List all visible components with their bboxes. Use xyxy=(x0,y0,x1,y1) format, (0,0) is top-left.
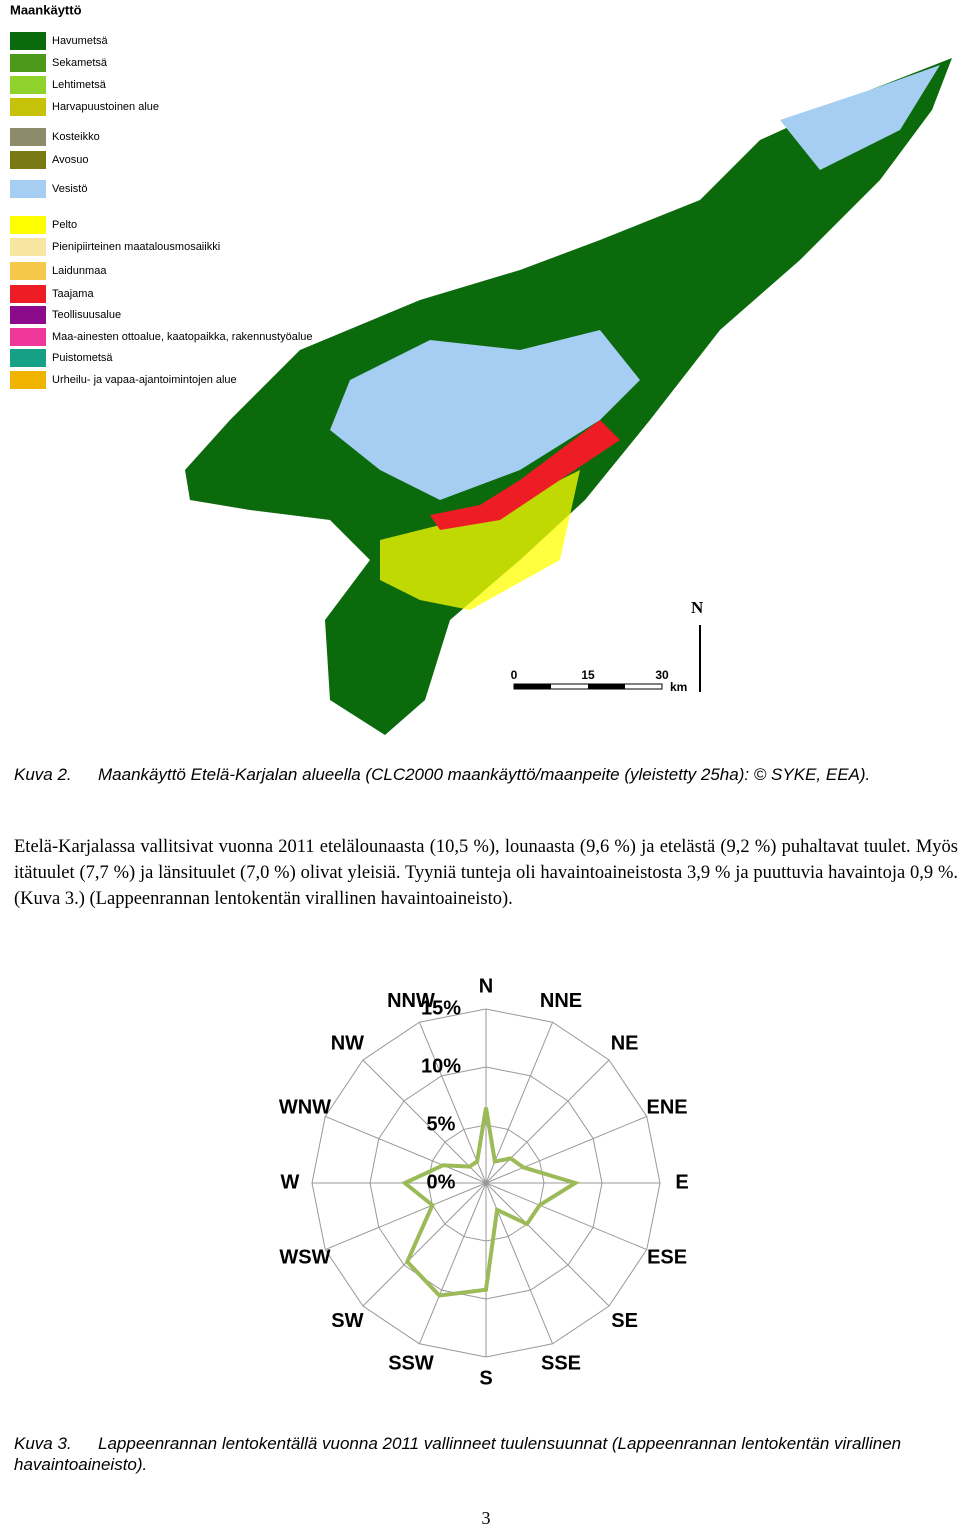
category-label: S xyxy=(479,1367,492,1389)
legend-swatch xyxy=(10,349,46,367)
legend-label: Sekametsä xyxy=(52,57,108,69)
page-number: 3 xyxy=(481,1508,491,1528)
legend-swatch xyxy=(10,328,46,346)
caption: Kuva 3. Lappeenrannan lentokentällä vuonn… xyxy=(14,1433,958,1475)
scale-tick-label: 0 xyxy=(511,668,518,682)
category-label: NW xyxy=(331,1033,364,1055)
r-tick-label: 15% xyxy=(421,997,461,1019)
north-label: N xyxy=(691,598,704,617)
legend-swatch xyxy=(10,262,46,280)
category-label: SSW xyxy=(388,1352,434,1374)
caption-text: Lappeenrannan lentokentällä vuonna 2011 … xyxy=(14,1434,902,1474)
category-label: SE xyxy=(611,1310,638,1332)
legend-label: Teollisuusalue xyxy=(52,309,121,321)
spoke xyxy=(485,1182,610,1307)
scale-unit: km xyxy=(670,680,687,694)
series-line xyxy=(401,1107,581,1298)
caption-label: Kuva 3. xyxy=(14,1434,72,1453)
spoke xyxy=(362,1059,487,1184)
category-label: E xyxy=(675,1171,688,1193)
legend-swatch xyxy=(10,98,46,116)
caption-label: Kuva 2. xyxy=(14,765,72,784)
legend-title: Maankäyttö xyxy=(10,2,82,17)
map-figure: Maankäyttö N km Havumetsä Sekametsä Lehtim… xyxy=(10,2,952,735)
legend-label: Havumetsä xyxy=(52,35,109,47)
scale-tick-label: 15 xyxy=(581,668,595,682)
spoke xyxy=(485,1022,554,1184)
legend-label: Taajama xyxy=(52,288,94,300)
spoke xyxy=(418,1182,487,1344)
spoke xyxy=(485,1182,647,1251)
legend-label: Avosuo xyxy=(52,154,89,166)
category-label: WNW xyxy=(279,1096,331,1118)
legend-label: Vesistö xyxy=(52,183,87,195)
map-urban xyxy=(430,420,620,530)
spoke xyxy=(485,1059,610,1184)
legend-swatch xyxy=(10,76,46,94)
category-label: NE xyxy=(611,1033,639,1055)
legend-label: Kosteikko xyxy=(52,131,100,143)
r-tick-label: 5% xyxy=(427,1113,456,1135)
map-lake xyxy=(780,65,940,170)
category-label: SW xyxy=(331,1310,363,1332)
r-tick-label: 10% xyxy=(421,1055,461,1077)
map-fields xyxy=(380,470,580,610)
legend-label: Laidunmaa xyxy=(52,265,107,277)
legend-label: Harvapuustoinen alue xyxy=(52,101,159,113)
radar-chart: N NNE NE ENE E ESE SE SSE S SSW SW WSW W WNW NW NNW 0% 5%… xyxy=(279,975,689,1389)
legend-label: Pienipiirteinen maatalousmosaiikki xyxy=(52,241,220,253)
scale-bar xyxy=(514,684,551,689)
legend-swatch xyxy=(10,216,46,234)
spoke xyxy=(325,1115,487,1184)
paragraph: Etelä-Karjalassa vallitsivat vuonna 2011… xyxy=(14,837,958,909)
category-label: SSE xyxy=(541,1352,581,1374)
spoke xyxy=(362,1182,487,1307)
category-label: NNW xyxy=(387,990,435,1012)
scale-tick-label: 30 xyxy=(655,668,669,682)
legend-swatch xyxy=(10,180,46,198)
legend-label: Pelto xyxy=(52,219,77,231)
legend-label: Urheilu- ja vapaa-ajantoimintojen alue xyxy=(52,374,237,386)
caption: Kuva 2. Maankäyttö Etelä-Karjalan alueell… xyxy=(14,764,958,785)
category-label: N xyxy=(479,975,493,997)
spoke xyxy=(418,1022,487,1184)
legend-swatch xyxy=(10,371,46,389)
legend-swatch xyxy=(10,151,46,169)
legend-swatch xyxy=(10,54,46,72)
scale-bar xyxy=(588,684,625,689)
legend-label: Maa-ainesten ottoalue, kaatopaikka, rake… xyxy=(52,331,313,343)
legend-swatch xyxy=(10,238,46,256)
legend-label: Lehtimetsä xyxy=(52,79,107,91)
legend-swatch xyxy=(10,285,46,303)
category-label: NNE xyxy=(540,990,582,1012)
legend-swatch xyxy=(10,128,46,146)
caption-text: Maankäyttö Etelä-Karjalan alueella (CLC2… xyxy=(98,765,871,784)
legend-swatch xyxy=(10,32,46,50)
legend-swatch xyxy=(10,306,46,324)
legend-label: Puistometsä xyxy=(52,352,113,364)
spoke xyxy=(325,1182,487,1251)
category-label: WSW xyxy=(279,1246,330,1268)
r-tick-label: 0% xyxy=(427,1171,456,1193)
map-lake xyxy=(330,330,640,500)
spoke xyxy=(485,1115,647,1184)
category-label: ENE xyxy=(647,1096,688,1118)
category-label: ESE xyxy=(647,1246,687,1268)
category-label: W xyxy=(281,1171,300,1193)
